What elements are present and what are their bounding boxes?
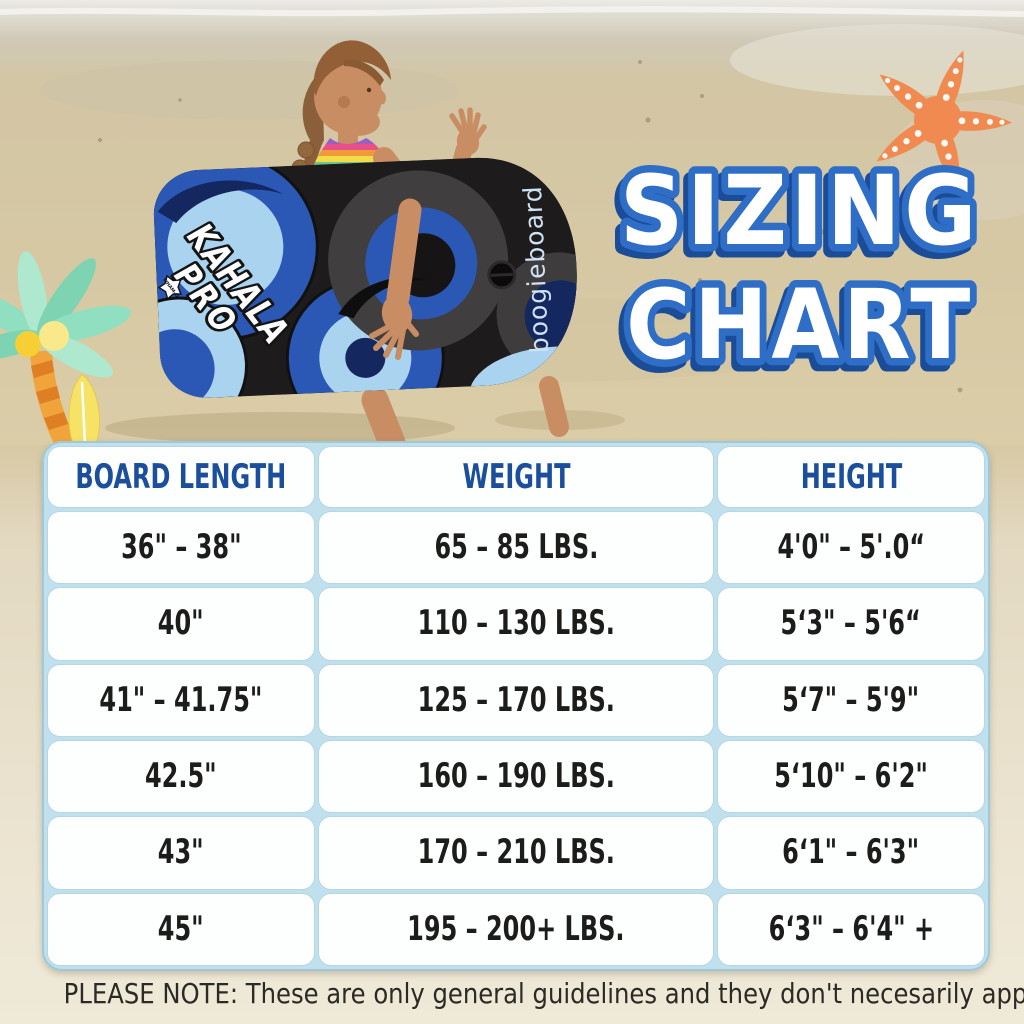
table-cell: 160 – 190 LBS. — [321, 743, 711, 811]
table-cell: 5‘7" – 5'9" — [720, 666, 982, 734]
shadow — [105, 412, 455, 444]
table-cell: 110 – 130 LBS. — [321, 590, 711, 658]
surfboard-icon — [68, 374, 100, 445]
table-cell: 5‘10" – 6'2" — [720, 743, 982, 811]
column-header-height: HEIGHT — [720, 449, 982, 505]
surf-foam — [0, 6, 1024, 17]
table-cell: 6‘1" – 6'3" — [720, 819, 982, 887]
page-title: SIZING CHART — [585, 148, 1015, 398]
table-cell: 5‘3" – 5'6“ — [720, 590, 982, 658]
table-cell: 41" – 41.75" — [50, 666, 312, 734]
column-header-weight: WEIGHT — [321, 449, 711, 505]
board-badge: WHAM-O — [157, 274, 182, 301]
title-line-1: SIZING — [620, 158, 980, 267]
girl-front-arm — [369, 198, 422, 360]
table-cell: 195 – 200+ LBS. — [321, 895, 711, 963]
palm-tree-icon — [0, 251, 131, 444]
table-cell: 40" — [50, 590, 312, 658]
table-cell: 170 – 210 LBS. — [321, 819, 711, 887]
table-cell: 6‘3" – 6'4" + — [720, 895, 982, 963]
bodyboard-graphic: KAHALA PRO WHAM-O boogieboard — [152, 153, 582, 400]
column-header-board-length: BOARD LENGTH — [50, 449, 312, 505]
table-cell: 43" — [50, 819, 312, 887]
sizing-table: BOARD LENGTH WEIGHT HEIGHT 36" – 38" 65 … — [42, 441, 990, 971]
table-cell: 125 – 170 LBS. — [321, 666, 711, 734]
beach-photo: KAHALA PRO WHAM-O boogieboard — [0, 0, 1024, 445]
table-cell: 45" — [50, 895, 312, 963]
starfish-icon — [876, 50, 1012, 192]
table-cell: 36" – 38" — [50, 514, 312, 582]
table-cell: 4'0" – 5'.0“ — [720, 514, 982, 582]
footnote: PLEASE NOTE: These are only general guid… — [63, 978, 1024, 1011]
title-line-2: CHART — [626, 269, 974, 381]
table-cell: 42.5" — [50, 743, 312, 811]
sand-speckles — [98, 60, 963, 393]
table-cell: 65 – 85 LBS. — [321, 514, 711, 582]
